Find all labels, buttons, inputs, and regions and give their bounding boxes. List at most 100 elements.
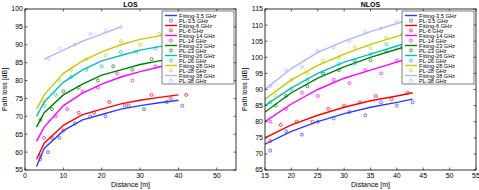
plot-area (25, 9, 236, 170)
pl-point (85, 58, 88, 61)
x-tick (25, 168, 26, 171)
pl-point (411, 101, 414, 104)
pl-point (154, 47, 157, 50)
pl-point (395, 20, 398, 23)
pl-point (70, 75, 73, 78)
x-tick-label: 30 (136, 172, 144, 179)
x-tick (63, 168, 64, 171)
pl-point (322, 59, 325, 62)
y-tick (265, 73, 268, 74)
legend-marker (170, 59, 173, 62)
pl-point (390, 98, 393, 101)
y-tick (474, 121, 477, 122)
y-tick-label: 75 (255, 134, 263, 141)
pl-point (364, 30, 367, 33)
y-tick (265, 137, 268, 138)
pl-point (47, 151, 50, 154)
y-tick-label: 65 (15, 131, 23, 138)
y-tick (234, 134, 237, 135)
y-tick-label: 110 (252, 22, 263, 29)
y-tick (25, 26, 28, 27)
x-tick (140, 168, 141, 171)
pl-point (112, 65, 115, 68)
x-tick-label: 40 (175, 172, 183, 179)
pl-point (332, 78, 335, 81)
plot-area (265, 9, 476, 170)
pl-point (316, 120, 319, 123)
legend-line (405, 75, 417, 76)
fit-line (37, 57, 179, 127)
y-tick (234, 9, 237, 10)
legend-line (405, 15, 417, 16)
pl-point (43, 104, 46, 107)
legend-marker (410, 59, 413, 62)
pl-point (43, 101, 46, 104)
pl-point (269, 120, 272, 123)
y-tick (265, 41, 268, 42)
legend-marker (410, 69, 413, 72)
y-tick (474, 89, 477, 90)
pl-point (353, 62, 356, 65)
y-tick-label: 80 (255, 118, 263, 125)
y-tick-label: 65 (255, 166, 263, 173)
y-tick-label: 90 (15, 41, 23, 48)
pl-point (58, 79, 61, 82)
pl-point (66, 108, 69, 111)
y-tick (265, 121, 268, 122)
pl-point (300, 91, 303, 94)
pl-point (139, 43, 142, 46)
pl-point (337, 69, 340, 72)
y-tick (265, 105, 268, 106)
pl-point (89, 33, 92, 36)
legend-marker (410, 19, 413, 22)
legend-label: PL-38 GHz (179, 78, 207, 84)
pl-point (290, 78, 293, 81)
y-tick (25, 134, 28, 135)
y-tick-label: 95 (255, 70, 263, 77)
legend-line (405, 35, 417, 36)
pl-point (93, 111, 96, 114)
pl-point (306, 78, 309, 81)
x-tick (344, 9, 345, 12)
y-tick-label: 100 (251, 54, 263, 61)
x-tick (317, 9, 318, 12)
y-tick (474, 9, 477, 10)
x-tick (101, 168, 102, 171)
pl-point (369, 59, 372, 62)
pl-point (406, 91, 409, 94)
pl-point (81, 90, 84, 93)
x-tick-label: 0 (23, 172, 27, 179)
pl-point (104, 29, 107, 32)
y-label: Path loss [dB] (241, 68, 249, 111)
pl-point (96, 79, 99, 82)
pl-point (58, 47, 61, 50)
pl-point (353, 46, 356, 49)
pl-point (300, 65, 303, 68)
pl-point (295, 120, 298, 123)
x-tick (25, 9, 26, 12)
y-tick-label: 75 (15, 95, 23, 102)
pl-point (395, 59, 398, 62)
pl-point (116, 72, 119, 75)
legend-box (162, 11, 234, 84)
y-tick (265, 170, 268, 171)
y-tick (265, 57, 268, 58)
pl-point (185, 93, 188, 96)
pl-point (285, 130, 288, 133)
pl-point (311, 120, 314, 123)
pl-point (322, 72, 325, 75)
pl-point (374, 94, 377, 97)
data-layer (265, 17, 414, 152)
pl-point (108, 101, 111, 104)
pl-point (119, 50, 122, 53)
pl-point (343, 104, 346, 107)
y-tick (25, 98, 28, 99)
y-tick-label: 55 (15, 166, 23, 173)
y-tick-label: 70 (255, 150, 263, 157)
pl-point (285, 107, 288, 110)
frame (25, 9, 236, 170)
legend-line (165, 65, 177, 66)
pl-point (300, 133, 303, 136)
pl-point (58, 136, 61, 139)
y-tick (265, 89, 268, 90)
